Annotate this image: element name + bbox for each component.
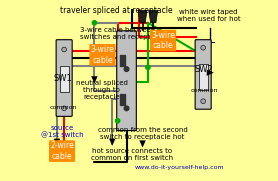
Polygon shape [149, 10, 158, 23]
Text: source
@1st switch: source @1st switch [41, 125, 83, 138]
FancyBboxPatch shape [117, 31, 136, 131]
Polygon shape [207, 70, 214, 76]
Text: traveler spliced at receptacle: traveler spliced at receptacle [59, 6, 172, 15]
Circle shape [201, 45, 205, 50]
Polygon shape [54, 139, 60, 146]
Circle shape [115, 119, 120, 123]
Bar [120, 55, 122, 66]
Text: 3-wire
cable: 3-wire cable [91, 45, 115, 65]
Text: white wire taped
when used for hot: white wire taped when used for hot [177, 9, 240, 22]
Text: common: common [49, 105, 77, 110]
Circle shape [201, 99, 205, 104]
Polygon shape [139, 140, 146, 148]
Bar [120, 94, 122, 105]
Text: SW2: SW2 [195, 65, 214, 74]
Text: neutral spliced
through to
receptacle: neutral spliced through to receptacle [76, 81, 128, 100]
Circle shape [124, 67, 129, 71]
Text: 3-wire
cable: 3-wire cable [151, 31, 175, 50]
Polygon shape [91, 76, 98, 83]
FancyBboxPatch shape [56, 40, 72, 116]
Bar [60, 66, 69, 92]
Polygon shape [109, 139, 115, 146]
Circle shape [146, 65, 150, 70]
Text: www.do-it-yourself-help.com: www.do-it-yourself-help.com [135, 165, 225, 170]
Text: common from the second
switch to receptacle hot: common from the second switch to recepta… [98, 127, 187, 140]
Circle shape [92, 21, 96, 25]
Text: 2-wire
cable: 2-wire cable [50, 141, 74, 161]
Text: common: common [190, 88, 218, 93]
Bar [199, 64, 208, 90]
Circle shape [62, 106, 66, 111]
Circle shape [124, 106, 129, 111]
FancyBboxPatch shape [195, 40, 211, 109]
Text: SW1: SW1 [54, 74, 72, 83]
Polygon shape [138, 10, 147, 23]
Bar [123, 94, 125, 105]
Text: hot source connects to
common on first switch: hot source connects to common on first s… [91, 148, 173, 161]
Circle shape [62, 47, 66, 52]
Bar [123, 55, 125, 66]
Text: 3-wire cable between
switches and receptacle: 3-wire cable between switches and recept… [80, 27, 165, 40]
